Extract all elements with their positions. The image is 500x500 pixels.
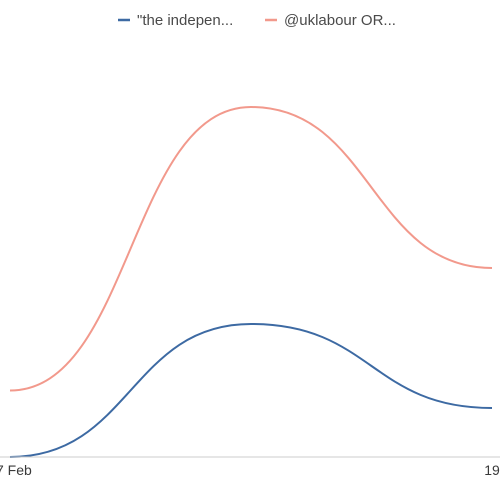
legend-item-series-2[interactable]: @uklabour OR... (265, 12, 396, 29)
chart-legend: "the indepen... @uklabour OR... (118, 12, 396, 29)
series-line-2[interactable] (9, 105, 493, 392)
legend-label-series-1: "the indepen... (137, 12, 233, 29)
series-line-1[interactable] (9, 322, 493, 458)
x-axis-ticks: 17 Feb 19 (0, 462, 500, 478)
x-tick-label-19: 19 (484, 462, 500, 478)
x-tick-label-17-feb: 17 Feb (0, 462, 32, 478)
legend-item-series-1[interactable]: "the indepen... (118, 12, 233, 29)
series-layer (9, 105, 493, 458)
legend-label-series-2: @uklabour OR... (284, 12, 396, 29)
